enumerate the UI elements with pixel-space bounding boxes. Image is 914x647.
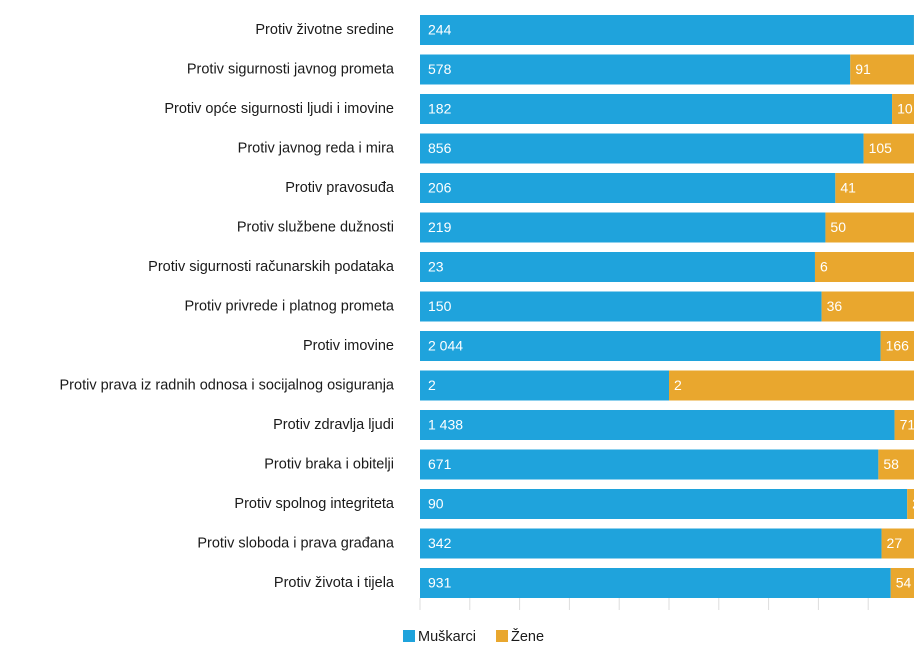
category-label: Protiv pravosuđa	[285, 180, 395, 196]
bar-segment	[669, 370, 914, 401]
category-label: Protiv sigurnosti javnog prometa	[187, 61, 395, 77]
value-label: 2	[428, 377, 436, 393]
category-label: Protiv spolnog integriteta	[234, 496, 395, 512]
bar-segment	[420, 370, 669, 401]
bar-segment	[420, 291, 822, 322]
bar-segment	[907, 489, 914, 519]
legend-label: Žene	[511, 628, 544, 645]
category-label: Protiv braka i obitelji	[264, 456, 394, 472]
value-label: 54	[896, 575, 912, 591]
value-label: 1 438	[428, 417, 463, 433]
value-label: 2 044	[428, 338, 463, 354]
category-label: Protiv prava iz radnih odnosa i socijaln…	[60, 377, 395, 393]
bar-segment	[821, 291, 914, 322]
category-label: Protiv privrede i platnog prometa	[184, 298, 394, 314]
value-label: 150	[428, 298, 452, 314]
bar-segment	[894, 410, 914, 440]
bar-segment	[420, 528, 882, 559]
value-label: 219	[428, 219, 452, 235]
legend-label: Muškarci	[418, 629, 476, 645]
value-label: 206	[428, 180, 452, 196]
bar-segment	[835, 173, 914, 203]
value-label: 27	[887, 535, 903, 551]
value-label: 182	[428, 101, 452, 117]
value-label: 71	[900, 417, 914, 433]
bar-segment	[420, 449, 879, 480]
bar-segment	[892, 94, 914, 124]
value-label: 105	[869, 140, 893, 156]
value-label: 856	[428, 140, 452, 156]
bar-segment	[890, 568, 914, 598]
bar-segment	[814, 252, 914, 282]
category-label: Protiv zdravlja ljudi	[273, 417, 394, 433]
value-label: 166	[886, 338, 910, 354]
category-label: Protiv imovine	[303, 338, 394, 354]
bar-segment	[420, 489, 908, 519]
value-label: 10	[897, 101, 913, 117]
value-label: 2	[674, 377, 682, 393]
category-label: Protiv sigurnosti računarskih podataka	[148, 259, 395, 275]
bar-segment	[420, 54, 851, 85]
category-label: Protiv sloboda i prava građana	[197, 535, 395, 551]
category-label: Protiv opće sigurnosti ljudi i imovine	[164, 101, 394, 117]
value-label: 578	[428, 61, 452, 77]
bar-segment	[420, 410, 895, 440]
category-label: Protiv života i tijela	[274, 575, 395, 591]
bar-segment	[881, 528, 914, 559]
value-label: 41	[840, 180, 856, 196]
category-label: Protiv javnog reda i mira	[238, 140, 395, 156]
value-label: 244	[428, 22, 452, 38]
legend-swatch	[403, 630, 415, 642]
bar-segment	[880, 331, 914, 361]
bar-segment	[420, 94, 893, 124]
bar-segment	[420, 133, 864, 164]
category-label: Protiv službene dužnosti	[237, 219, 394, 235]
value-label: 23	[428, 259, 444, 275]
bar-segment	[863, 133, 914, 164]
bar-segment	[878, 449, 914, 480]
category-label: Protiv životne sredine	[255, 22, 394, 38]
bar-segment	[420, 252, 815, 282]
value-label: 671	[428, 456, 452, 472]
value-label: 2	[912, 496, 914, 512]
bar-segment	[420, 568, 891, 598]
value-label: 36	[827, 298, 843, 314]
bar-segment	[420, 212, 826, 243]
bar-segment	[420, 15, 914, 45]
value-label: 6	[820, 259, 828, 275]
bar-segment	[825, 212, 914, 243]
value-label: 90	[428, 496, 444, 512]
bar-segment	[850, 54, 914, 85]
legend-swatch	[496, 630, 509, 642]
bar-segment	[420, 173, 836, 203]
value-label: 91	[855, 61, 871, 77]
value-label: 342	[428, 535, 452, 551]
value-label: 50	[830, 219, 846, 235]
value-label: 58	[883, 456, 899, 472]
value-label: 931	[428, 575, 452, 591]
bar-segment	[420, 331, 881, 361]
